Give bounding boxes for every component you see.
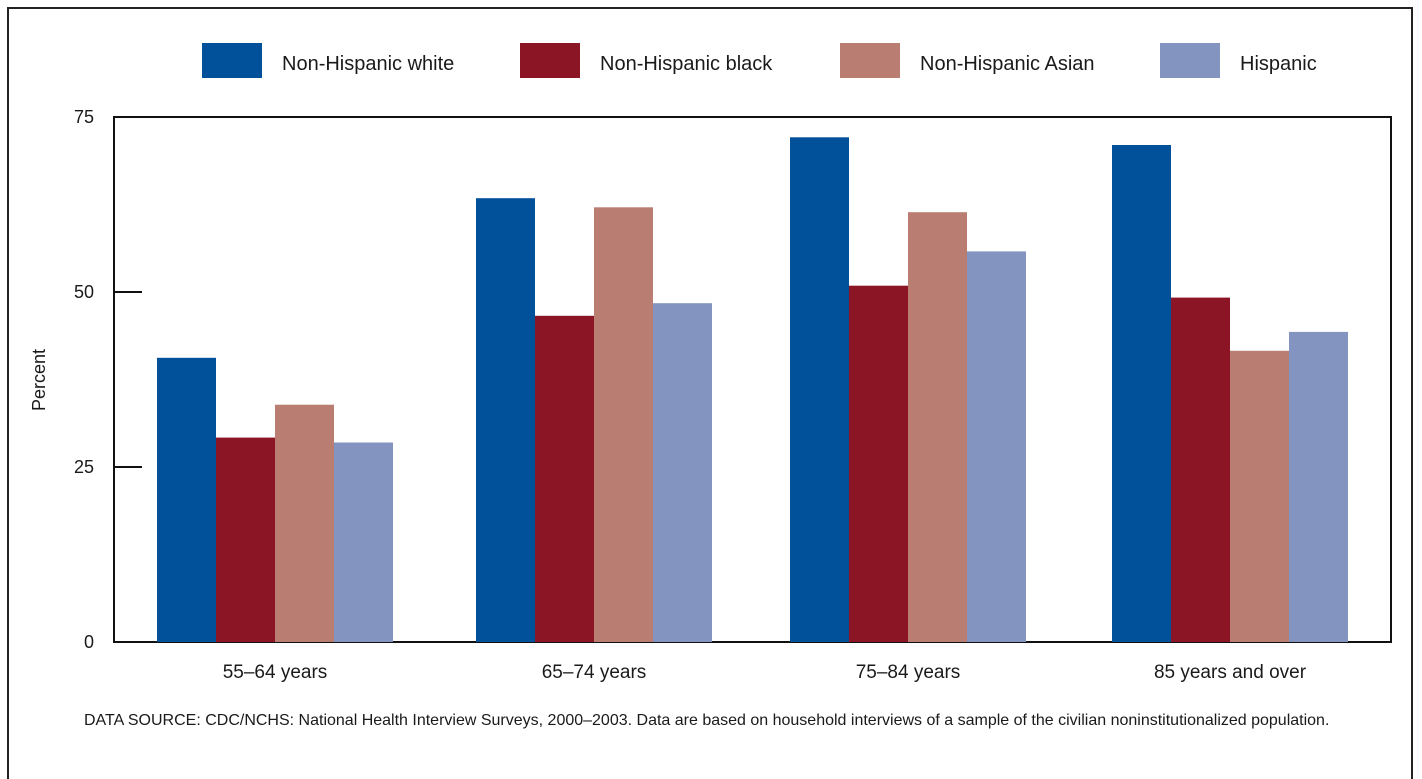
x-category-label: 85 years and over: [1154, 662, 1307, 683]
y-axis-title: Percent: [29, 349, 49, 411]
legend-item-non-hispanic-white: Non-Hispanic white: [202, 43, 454, 78]
y-tick-label: 0: [84, 632, 94, 652]
bar-non-hispanic-black-2: [535, 315, 594, 642]
bar-non-hispanic-asian-4: [1230, 350, 1289, 642]
legend-label: Non-Hispanic white: [282, 53, 454, 75]
legend-item-hispanic: Hispanic: [1160, 43, 1317, 78]
bar-non-hispanic-white-1: [157, 357, 216, 642]
bar-hispanic-1: [334, 442, 393, 642]
bar-hispanic-2: [653, 303, 712, 642]
chart-frame: [7, 7, 1413, 779]
legend-swatch: [1160, 43, 1220, 78]
bar-non-hispanic-white-3: [790, 137, 849, 643]
bar-non-hispanic-white-2: [476, 198, 535, 642]
legend-item-non-hispanic-black: Non-Hispanic black: [520, 43, 773, 78]
x-category-label: 65–74 years: [542, 662, 647, 683]
legend-item-non-hispanic-asian: Non-Hispanic Asian: [840, 43, 1095, 78]
x-category-label: 75–84 years: [856, 662, 961, 683]
bar-non-hispanic-black-3: [849, 285, 908, 642]
bar-non-hispanic-black-4: [1171, 297, 1230, 642]
x-category-label: 55–64 years: [223, 662, 328, 683]
legend-swatch: [840, 43, 900, 78]
bar-non-hispanic-asian-2: [594, 207, 653, 643]
plot-border: [113, 116, 1392, 643]
plot-area: [113, 116, 1392, 643]
x-axis: 55–64 years 65–74 years 75–84 years 85 year…: [223, 662, 1307, 683]
bar-non-hispanic-asian-3: [908, 212, 967, 642]
legend-label: Non-Hispanic Asian: [920, 53, 1095, 75]
bar-non-hispanic-asian-1: [275, 404, 334, 642]
legend-swatch: [520, 43, 580, 78]
data-source-note: DATA SOURCE: CDC/NCHS: National Health I…: [84, 712, 1330, 729]
legend-label: Hispanic: [1240, 53, 1317, 75]
y-tick-label: 50: [74, 282, 94, 302]
bar-hispanic-4: [1289, 331, 1348, 642]
y-axis: 0 25 50 75: [74, 107, 142, 652]
legend-swatch: [202, 43, 262, 78]
legend: Non-Hispanic white Non-Hispanic black Non-…: [202, 43, 1317, 78]
y-tick-label: 75: [74, 107, 94, 127]
y-tick-label: 25: [74, 457, 94, 477]
legend-label: Non-Hispanic black: [600, 53, 773, 75]
bar-non-hispanic-black-1: [216, 437, 275, 642]
bar-non-hispanic-white-4: [1112, 145, 1171, 642]
bar-hispanic-3: [967, 251, 1026, 642]
